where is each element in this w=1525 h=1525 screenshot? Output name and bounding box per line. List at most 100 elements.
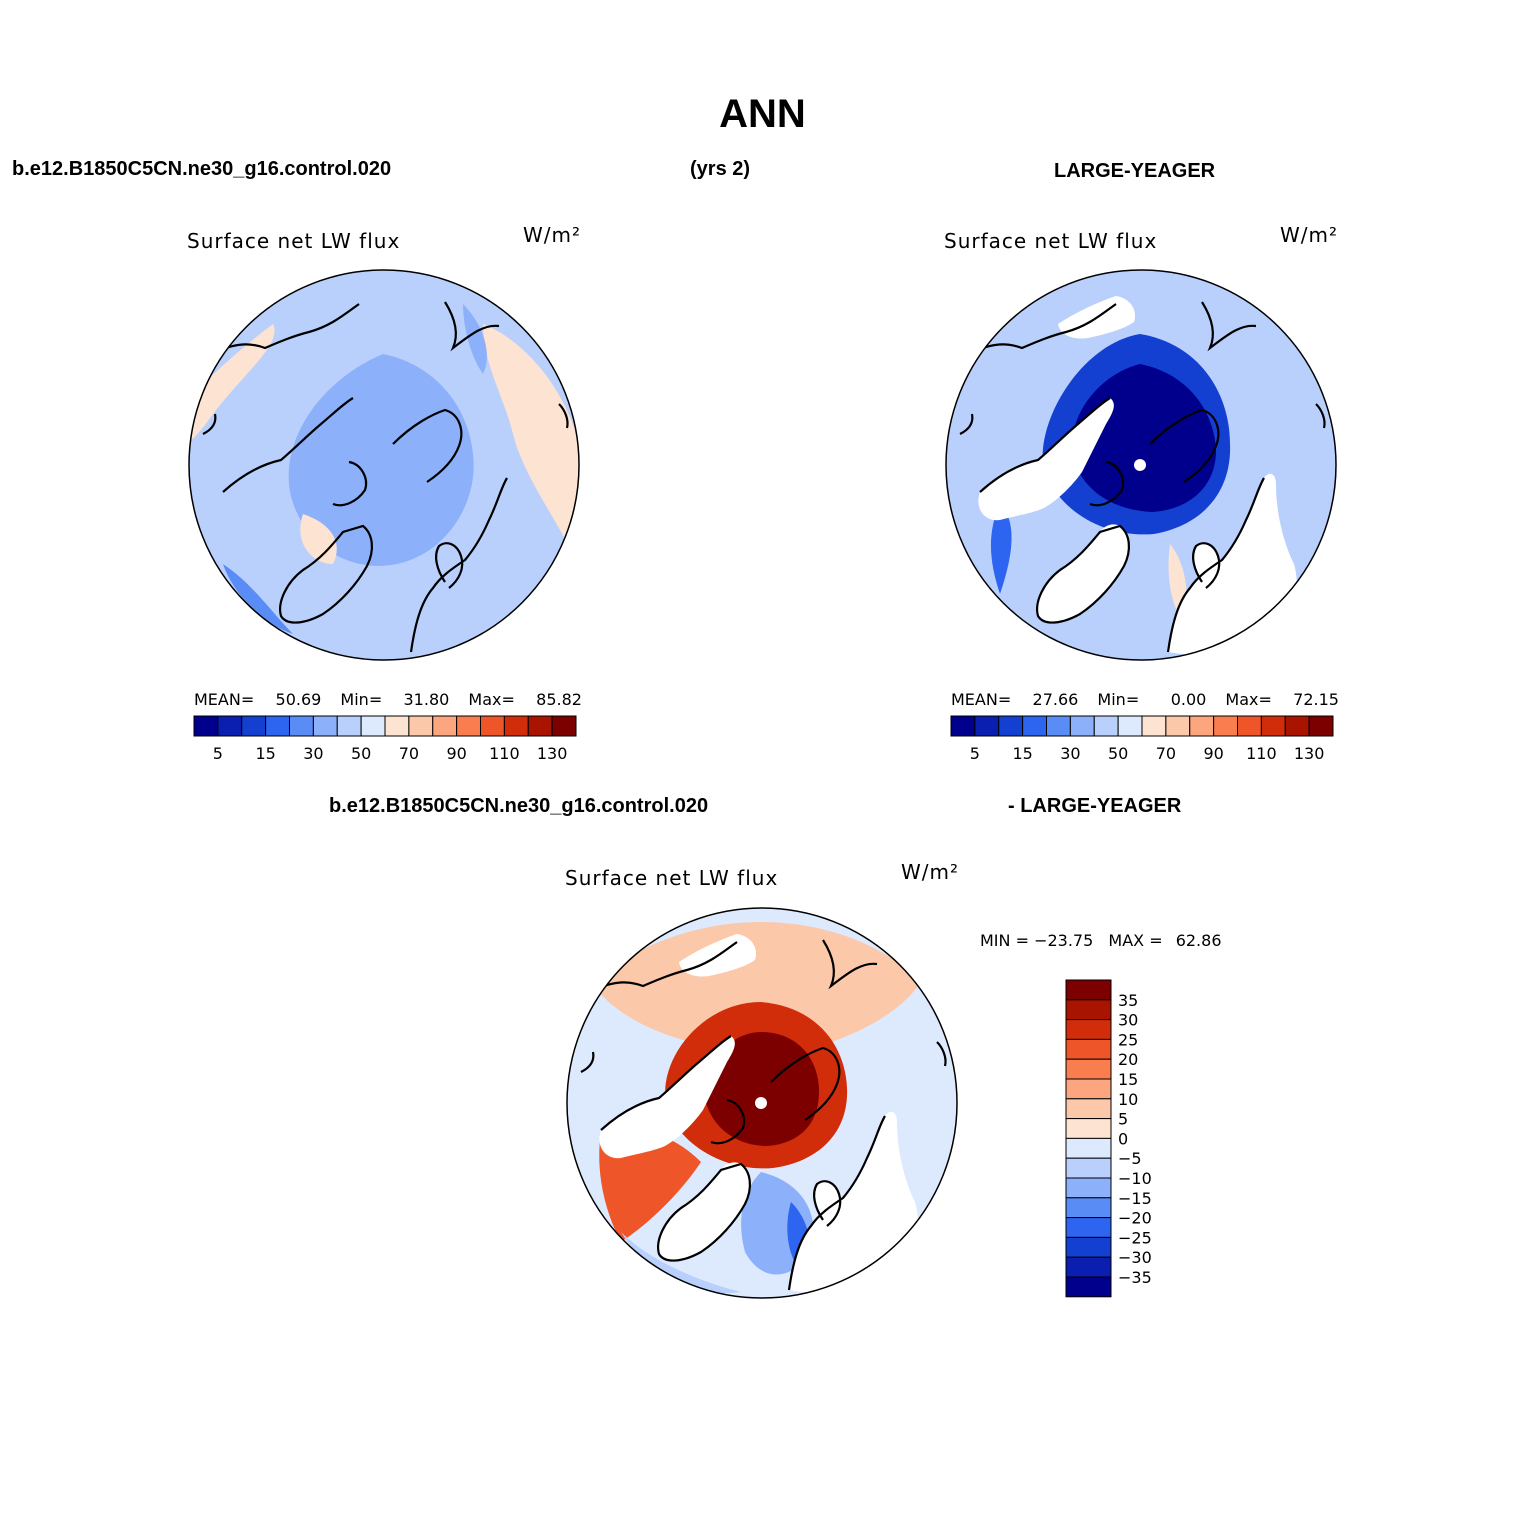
map3-coastline bbox=[936, 1041, 947, 1067]
colorbar3-box bbox=[1065, 1137, 1112, 1159]
map2-coastline bbox=[1149, 408, 1220, 483]
colorbar2-tick-label: 70 bbox=[1156, 744, 1176, 763]
colorbar1-box bbox=[408, 715, 434, 737]
colorbar2-box bbox=[1069, 715, 1095, 737]
map1-contour-fill bbox=[483, 324, 579, 554]
map3-coastline bbox=[813, 1180, 842, 1227]
map3-contour-fill bbox=[704, 1032, 819, 1146]
panel1-max: 85.82 bbox=[536, 690, 582, 709]
map1-coastline bbox=[392, 408, 463, 483]
colorbar3-tick-label: 0 bbox=[1118, 1129, 1128, 1148]
colorbar3-tick-label: 5 bbox=[1118, 1110, 1128, 1129]
colorbar3-box bbox=[1065, 1058, 1112, 1080]
map2-coastline bbox=[1089, 460, 1125, 507]
colorbar3-box bbox=[1065, 1276, 1112, 1298]
map2-coastline bbox=[959, 413, 974, 435]
map2-coastline bbox=[1315, 403, 1326, 429]
colorbar2-box bbox=[1284, 715, 1310, 737]
colorbar2-box bbox=[1093, 715, 1119, 737]
colorbar1-box bbox=[312, 715, 338, 737]
colorbar1-tick-label: 30 bbox=[303, 744, 323, 763]
colorbar2-box bbox=[1213, 715, 1238, 737]
colorbar3-tick-label: 30 bbox=[1118, 1011, 1138, 1030]
panel3-max-label: MAX = bbox=[1108, 931, 1163, 950]
colorbar1-tick-label: 70 bbox=[399, 744, 419, 763]
map1-coastline bbox=[332, 460, 368, 507]
colorbar3-box bbox=[1065, 1118, 1112, 1139]
map1-contour-fill bbox=[223, 564, 293, 634]
colorbar3-tick-label: −30 bbox=[1118, 1248, 1152, 1267]
panel3-title: Surface net LW flux bbox=[565, 866, 779, 890]
colorbar1-box bbox=[360, 715, 386, 737]
colorbar2-tick-label: 130 bbox=[1294, 744, 1325, 763]
map3-coastline bbox=[598, 941, 738, 990]
panel1-mean: 50.69 bbox=[275, 690, 322, 709]
colorbar2-box bbox=[950, 715, 976, 737]
map2-coastline bbox=[1201, 301, 1257, 352]
colorbar1-tick-label: 15 bbox=[255, 744, 275, 763]
map3-land-mask bbox=[789, 1111, 918, 1294]
map2-land-mask bbox=[1037, 524, 1129, 623]
colorbar2-box bbox=[1022, 715, 1047, 737]
colorbar3-box bbox=[1065, 1256, 1112, 1278]
map3-coastline bbox=[657, 1162, 751, 1262]
map3-coastline bbox=[822, 939, 878, 990]
colorbar3-tick-label: 35 bbox=[1118, 991, 1138, 1010]
map1-coastline bbox=[409, 477, 508, 653]
panel2-min-label: Min= bbox=[1097, 690, 1140, 709]
panel2-title: Surface net LW flux bbox=[944, 229, 1158, 253]
panel2-max-label: Max= bbox=[1225, 690, 1272, 709]
colorbar3-tick-label: −15 bbox=[1118, 1189, 1152, 1208]
map2-coastline bbox=[979, 397, 1111, 493]
colorbar1-box bbox=[456, 715, 481, 737]
colorbar1-box bbox=[503, 715, 529, 737]
colorbar2-box bbox=[974, 715, 1000, 737]
colorbar1-box bbox=[217, 715, 243, 737]
map1-coastline bbox=[558, 403, 569, 429]
colorbar2-tick-label: 50 bbox=[1108, 744, 1128, 763]
colorbar3-box bbox=[1065, 979, 1112, 1001]
case-label: b.e12.B1850C5CN.ne30_g16.control.020 bbox=[12, 158, 392, 180]
map1-boundary bbox=[188, 269, 580, 661]
panel3-min: −23.75 bbox=[1034, 931, 1094, 950]
colorbar2-box bbox=[1260, 715, 1286, 737]
colorbar2-box bbox=[1165, 715, 1191, 737]
colorbar3-box bbox=[1065, 999, 1112, 1021]
colorbar1-box bbox=[384, 715, 410, 737]
figure-title: ANN bbox=[719, 92, 806, 136]
colorbar1-tick-label: 130 bbox=[537, 744, 568, 763]
colorbar3-tick-label: 10 bbox=[1118, 1090, 1138, 1109]
colorbar3-box bbox=[1065, 1157, 1112, 1179]
panel1-min-label: Min= bbox=[340, 690, 383, 709]
colorbar2-box bbox=[1308, 715, 1334, 737]
colorbar2-tick-label: 90 bbox=[1203, 744, 1223, 763]
panel2-colorbar: 5 15 30 50 70 90 110 130 bbox=[950, 715, 1334, 763]
colorbar3-tick-label: −35 bbox=[1118, 1268, 1152, 1287]
map1-contour-fill bbox=[300, 514, 337, 564]
colorbar3-tick-label: 25 bbox=[1118, 1030, 1138, 1049]
colorbar2-box bbox=[1189, 715, 1215, 737]
colorbar3-box bbox=[1065, 1098, 1112, 1120]
panel1-mean-label: MEAN= bbox=[194, 690, 255, 709]
panel1-min: 31.80 bbox=[403, 690, 450, 709]
colorbar2-tick-label: 15 bbox=[1012, 744, 1032, 763]
panel2-min: 0.00 bbox=[1170, 690, 1207, 709]
colorbar1-box bbox=[241, 715, 267, 737]
panel2-mean-label: MEAN= bbox=[951, 690, 1012, 709]
panel3-max: 62.86 bbox=[1175, 931, 1222, 950]
map2-boundary bbox=[945, 269, 1337, 661]
map2-coastline bbox=[977, 303, 1117, 352]
panel1-max-label: Max= bbox=[468, 690, 515, 709]
panel1-units: W/m² bbox=[523, 223, 582, 247]
map2-land-mask bbox=[1168, 473, 1297, 656]
panel2-mean: 27.66 bbox=[1032, 690, 1079, 709]
map2-contour-fill bbox=[990, 504, 1012, 594]
panel2-map bbox=[945, 269, 1337, 661]
colorbar2-box bbox=[1046, 715, 1071, 737]
colorbar2-box bbox=[1141, 715, 1167, 737]
map1-coastline bbox=[435, 542, 464, 589]
map2-land-mask bbox=[978, 398, 1114, 521]
colorbar1-box bbox=[432, 715, 458, 737]
colorbar2-box bbox=[1117, 715, 1143, 737]
